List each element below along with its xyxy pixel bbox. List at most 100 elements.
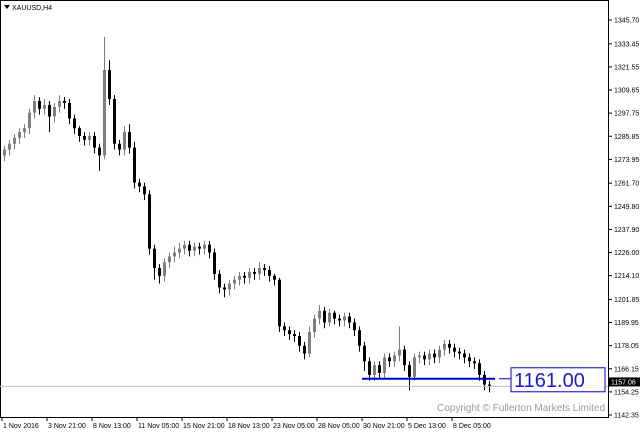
candle: [143, 182, 146, 201]
candle-body: [3, 149, 6, 156]
candle-body: [173, 252, 176, 257]
candle: [253, 268, 256, 280]
candle: [273, 273, 276, 286]
candle: [463, 349, 466, 364]
x-tick-label: 5 Dec 13:00: [408, 423, 446, 430]
candle-body: [73, 118, 76, 129]
candle: [43, 99, 46, 115]
candle: [428, 349, 431, 366]
candle-body: [418, 355, 421, 358]
candle: [233, 275, 236, 290]
candle: [228, 279, 231, 296]
candle-body: [293, 334, 296, 337]
candle: [263, 264, 266, 276]
candle-body: [23, 128, 26, 133]
candle-body: [328, 312, 331, 323]
candle-body: [158, 268, 161, 276]
x-axis: 1 Nov 2016 3 Nov 21:00 8 Nov 13:00 11 Nov 0…: [1, 417, 491, 430]
candle: [308, 326, 311, 358]
candle: [348, 312, 351, 329]
chart-title: XAUUSD,H4: [12, 5, 52, 12]
candle: [8, 139, 11, 156]
candle-body: [388, 357, 391, 362]
y-tick-label: 1333.45: [614, 41, 639, 48]
candle-body: [178, 248, 181, 253]
x-tick-label: 18 Nov 13:00: [228, 423, 270, 430]
y-axis: 1345.70 1333.45 1321.55 1309.65 1297.75 1285.…: [608, 18, 639, 420]
candle-body: [258, 268, 261, 274]
y-tick-label: 1142.35: [614, 413, 639, 420]
candle: [133, 141, 136, 189]
candle: [48, 101, 51, 133]
candle-body: [413, 357, 416, 377]
level-label-box: [510, 367, 606, 393]
candle: [123, 126, 126, 156]
x-tick-label: 23 Nov 05:00: [273, 423, 315, 430]
candle-body: [393, 355, 396, 362]
candle-body: [83, 135, 86, 140]
y-tick-label: 1214.10: [614, 273, 639, 280]
candle: [363, 341, 366, 372]
candle-body: [353, 322, 356, 331]
candle: [23, 124, 26, 138]
candle-body: [148, 194, 151, 249]
x-tick-label: 3 Nov 21:00: [48, 423, 86, 430]
y-tick-label: 1285.85: [614, 134, 639, 141]
candle: [238, 271, 241, 286]
triangle-down-icon[interactable]: [4, 5, 10, 9]
candle: [398, 326, 401, 362]
y-tick-label: 1273.95: [614, 157, 639, 164]
x-tick-label: 8 Nov 13:00: [93, 423, 131, 430]
candle-body: [188, 244, 191, 251]
candle-body: [28, 112, 31, 129]
candle: [73, 114, 76, 135]
candle-body: [488, 384, 491, 387]
candle: [118, 139, 121, 156]
candle: [313, 314, 316, 338]
candle: [98, 143, 101, 171]
candle: [163, 258, 166, 282]
candle-body: [48, 104, 51, 117]
candle: [218, 269, 221, 294]
candle-body: [203, 244, 206, 249]
y-tick-label: 1249.80: [614, 204, 639, 211]
candle-body: [333, 312, 336, 319]
y-tick-label: 1154.25: [614, 389, 639, 396]
candle: [108, 60, 111, 105]
y-tick-label: 1178.05: [614, 343, 639, 350]
current-price-label: 1157.06: [611, 379, 636, 386]
candle-body: [63, 101, 66, 103]
candle-body: [98, 147, 101, 156]
candle-body: [123, 132, 126, 150]
level-label: 1161.00: [514, 370, 585, 392]
candle: [403, 345, 406, 372]
candle: [378, 361, 381, 379]
candle-body: [108, 69, 111, 100]
candle-body: [168, 256, 171, 263]
candle: [193, 242, 196, 257]
candle: [68, 99, 71, 125]
candle: [338, 314, 341, 327]
candle: [53, 102, 56, 123]
candle-body: [313, 318, 316, 333]
current-price-tag: [609, 377, 640, 387]
candle: [478, 359, 481, 381]
candle-body: [363, 345, 366, 362]
candle: [158, 264, 161, 284]
candle: [418, 351, 421, 364]
candle-body: [473, 361, 476, 364]
candle: [138, 178, 141, 193]
candle-body: [153, 248, 156, 269]
y-tick-label: 1237.90: [614, 227, 639, 234]
candle-body: [163, 262, 166, 276]
candle: [18, 128, 21, 144]
candle-body: [248, 271, 251, 278]
candle-body: [118, 143, 121, 150]
candle: [283, 322, 286, 337]
candle-body: [423, 355, 426, 360]
candle: [58, 95, 61, 113]
candle-body: [378, 365, 381, 373]
candle-body: [213, 252, 216, 274]
candle: [328, 308, 331, 327]
